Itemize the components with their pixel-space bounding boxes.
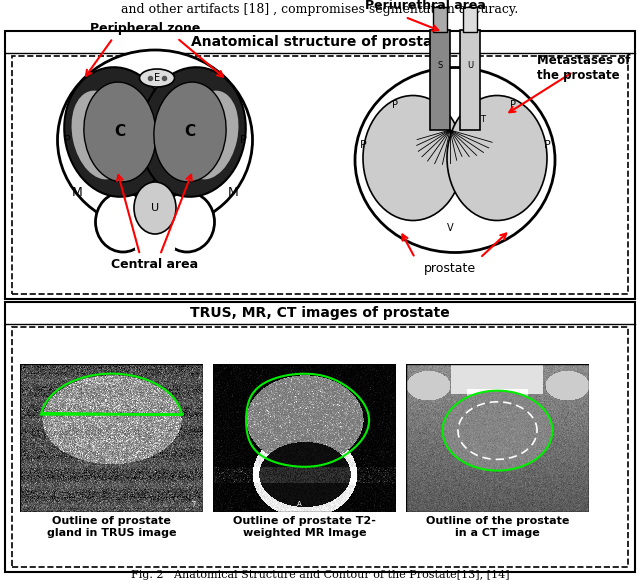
Text: Fig. 2   Anatomical Structure and Contour of the Prostate[13], [14]: Fig. 2 Anatomical Structure and Contour …	[131, 570, 509, 580]
Text: U: U	[467, 60, 473, 69]
Text: P: P	[543, 140, 550, 150]
Bar	[433, 7, 447, 32]
Ellipse shape	[64, 68, 170, 197]
Text: Central area: Central area	[111, 258, 198, 271]
Text: TRUS, MR, CT images of prostate: TRUS, MR, CT images of prostate	[190, 306, 450, 320]
Ellipse shape	[140, 68, 246, 197]
Text: Anatomical structure of prostate: Anatomical structure of prostate	[191, 35, 449, 49]
Text: prostate: prostate	[424, 262, 476, 275]
Ellipse shape	[58, 50, 253, 230]
Text: U: U	[151, 203, 159, 213]
Text: P: P	[63, 135, 70, 145]
Bar	[135, 215, 175, 250]
Text: P: P	[360, 140, 366, 150]
Ellipse shape	[447, 96, 547, 221]
Bar	[12, 56, 628, 294]
Bar	[5, 302, 635, 572]
Text: P: P	[239, 135, 246, 145]
Ellipse shape	[140, 69, 175, 87]
Text: A: A	[296, 501, 301, 507]
Text: C: C	[115, 124, 125, 140]
Text: Outline of the prostate
in a CT image: Outline of the prostate in a CT image	[426, 516, 569, 538]
Text: P: P	[510, 100, 516, 110]
Text: C: C	[184, 124, 196, 140]
Ellipse shape	[84, 82, 156, 182]
Ellipse shape	[363, 96, 463, 221]
Text: T: T	[481, 116, 486, 124]
Text: P: P	[392, 100, 398, 110]
Text: M: M	[72, 185, 83, 198]
Bar	[12, 327, 628, 567]
Text: T: T	[191, 501, 195, 507]
Text: E: E	[154, 73, 160, 83]
Text: S: S	[437, 60, 443, 69]
Text: V: V	[447, 223, 453, 233]
Bar	[430, 30, 450, 130]
Text: Periurethral area: Periurethral area	[365, 0, 485, 12]
Text: Outline of prostate
gland in TRUS image: Outline of prostate gland in TRUS image	[47, 516, 176, 538]
Text: and other artifacts [18] , compromises segmentation accuracy.: and other artifacts [18] , compromises s…	[122, 3, 518, 16]
Text: Peripheral zone: Peripheral zone	[90, 22, 200, 35]
Bar	[460, 30, 480, 130]
Text: Outline of prostate T2-
weighted MR Image: Outline of prostate T2- weighted MR Imag…	[233, 516, 376, 538]
Ellipse shape	[72, 90, 129, 180]
Text: Metastases of
the prostate: Metastases of the prostate	[536, 54, 630, 82]
Text: M: M	[228, 185, 238, 198]
Bar	[5, 31, 635, 299]
Ellipse shape	[134, 182, 176, 234]
Ellipse shape	[159, 192, 214, 252]
Ellipse shape	[95, 192, 150, 252]
Ellipse shape	[355, 68, 555, 252]
Bar	[463, 7, 477, 32]
Ellipse shape	[154, 82, 226, 182]
Ellipse shape	[182, 90, 239, 180]
